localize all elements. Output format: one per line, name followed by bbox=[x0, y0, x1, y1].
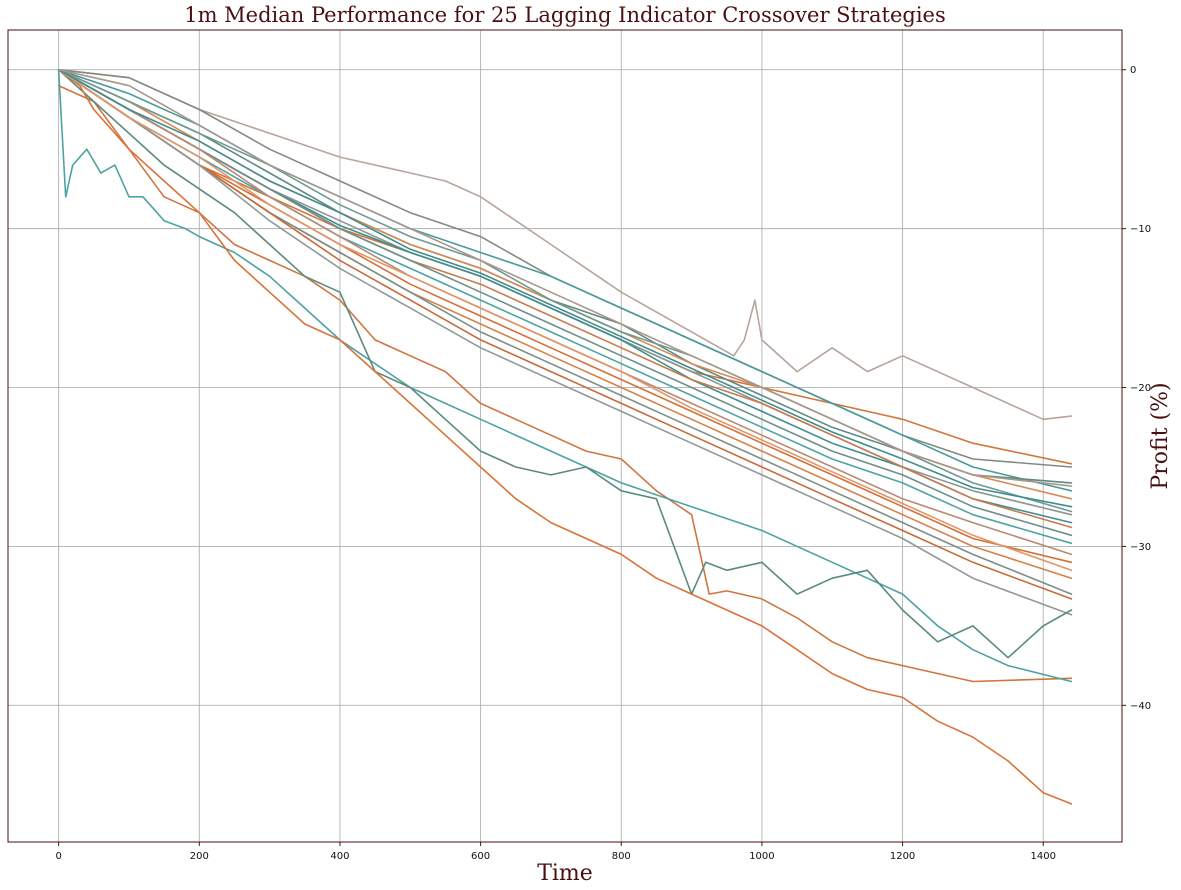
y-tick-label: −10 bbox=[1130, 224, 1151, 235]
series-line-20 bbox=[57, 68, 1073, 659]
x-axis-ticks: 0 200 400 600 800 1000 1200 1400 bbox=[55, 842, 1056, 862]
series-line-25 bbox=[57, 68, 1073, 487]
x-tick-label: 1400 bbox=[1031, 851, 1056, 862]
x-tick-label: 400 bbox=[330, 851, 349, 862]
x-tick-label: 1200 bbox=[890, 851, 915, 862]
series-line-21 bbox=[57, 68, 1073, 805]
series-line-1 bbox=[57, 68, 1073, 421]
x-tick-label: 800 bbox=[612, 851, 631, 862]
series-line-18 bbox=[57, 84, 1073, 683]
chart-title: 1m Median Performance for 25 Lagging Ind… bbox=[184, 3, 946, 27]
series-line-24 bbox=[57, 68, 1073, 508]
series-line-13 bbox=[57, 68, 1073, 564]
series-group bbox=[57, 68, 1073, 805]
y-tick-label: −30 bbox=[1130, 542, 1151, 553]
plot-frame bbox=[7, 29, 1123, 843]
y-axis-label: Profit (%) bbox=[1148, 382, 1173, 489]
y-tick-label: −40 bbox=[1130, 701, 1151, 712]
x-tick-label: 0 bbox=[55, 851, 61, 862]
y-tick-label: −20 bbox=[1130, 383, 1151, 394]
x-tick-label: 1000 bbox=[749, 851, 774, 862]
y-tick-label: 0 bbox=[1130, 65, 1136, 76]
series-line-11 bbox=[57, 68, 1073, 545]
x-axis-label: Time bbox=[537, 861, 593, 886]
series-line-16 bbox=[57, 68, 1073, 600]
y-axis-ticks: 0 −10 −20 −30 −40 bbox=[1122, 65, 1151, 712]
series-line-10 bbox=[57, 68, 1073, 537]
series-line-17 bbox=[57, 68, 1073, 616]
x-tick-label: 600 bbox=[471, 851, 490, 862]
x-tick-label: 200 bbox=[190, 851, 209, 862]
series-line-23 bbox=[57, 68, 1073, 572]
